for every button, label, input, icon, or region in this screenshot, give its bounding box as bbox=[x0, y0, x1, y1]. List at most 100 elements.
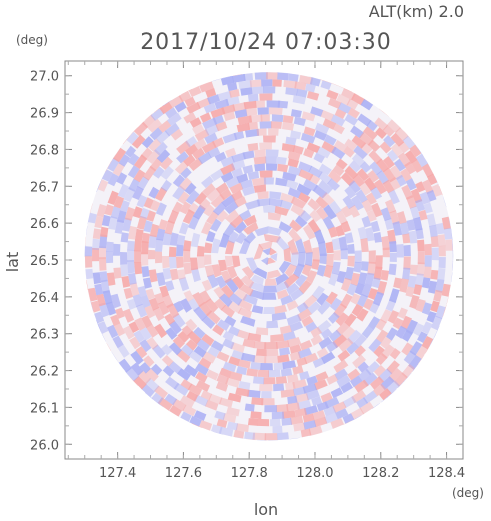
radar-cell bbox=[316, 401, 329, 412]
radar-cell bbox=[231, 255, 241, 268]
radar-cell bbox=[178, 277, 190, 292]
radar-cell bbox=[229, 371, 243, 382]
radar-cell bbox=[421, 163, 434, 178]
radar-cell bbox=[292, 95, 306, 105]
radar-cell bbox=[296, 88, 308, 98]
radar-cell bbox=[234, 221, 247, 234]
radar-cell bbox=[335, 224, 345, 237]
radar-cell bbox=[283, 331, 296, 341]
radar-cell bbox=[306, 270, 318, 284]
radar-cell bbox=[143, 220, 153, 233]
radar-cell bbox=[257, 418, 270, 427]
radar-cell bbox=[269, 198, 283, 207]
radar-cell bbox=[360, 98, 374, 111]
radar-cell bbox=[262, 247, 272, 255]
radar-cell bbox=[154, 323, 168, 339]
radar-cell bbox=[227, 82, 238, 92]
radar-cell bbox=[435, 279, 445, 293]
radar-cell bbox=[240, 315, 256, 327]
radar-cell bbox=[320, 392, 333, 403]
radar-cell bbox=[179, 395, 195, 408]
radar-cell bbox=[361, 283, 372, 298]
radar-cell bbox=[122, 217, 132, 232]
radar-cell bbox=[324, 397, 340, 409]
radar-cell bbox=[335, 321, 350, 336]
radar-cell bbox=[135, 346, 148, 359]
radar-cell bbox=[269, 191, 282, 200]
radar-cell bbox=[333, 359, 349, 373]
radar-cell bbox=[185, 189, 200, 205]
radar-cell bbox=[257, 369, 269, 378]
radar-cell bbox=[141, 266, 150, 278]
radar-cell bbox=[161, 355, 174, 367]
radar-cell bbox=[329, 200, 342, 215]
radar-cell bbox=[279, 325, 292, 335]
radar-cell bbox=[254, 163, 266, 172]
radar-cell bbox=[214, 410, 226, 421]
radar-cell bbox=[107, 173, 119, 187]
radar-cell bbox=[157, 301, 170, 316]
radar-cell bbox=[225, 96, 240, 106]
radar-cell bbox=[193, 345, 207, 358]
radar-cell bbox=[175, 256, 184, 269]
radar-cell bbox=[287, 374, 299, 383]
radar-cell bbox=[270, 418, 281, 427]
radar-cell bbox=[423, 266, 432, 279]
radar-cell bbox=[236, 366, 248, 376]
radar-cell bbox=[385, 298, 397, 312]
radar-cell bbox=[100, 279, 110, 294]
radar-cell bbox=[424, 255, 432, 267]
radar-cell bbox=[225, 147, 237, 158]
radar-cell bbox=[231, 349, 245, 361]
radar-cell bbox=[431, 247, 439, 261]
radar-cell bbox=[363, 298, 374, 311]
radar-cell bbox=[219, 188, 232, 201]
radar-cell bbox=[206, 210, 219, 225]
radar-cell bbox=[243, 100, 257, 110]
radar-cell bbox=[419, 191, 431, 205]
radar-cell bbox=[293, 422, 306, 432]
radar-cell bbox=[351, 135, 367, 149]
radar-cell bbox=[340, 248, 348, 260]
radar-cell bbox=[204, 254, 212, 265]
radar-cell bbox=[287, 187, 302, 199]
radar-cell bbox=[232, 73, 246, 83]
radar-cell bbox=[219, 293, 233, 308]
radar-cell bbox=[359, 182, 372, 196]
radar-cell bbox=[318, 163, 332, 176]
radar-cell bbox=[415, 298, 426, 313]
x-unit-label: (deg) bbox=[452, 486, 484, 500]
radar-cell bbox=[334, 368, 348, 381]
radar-cell bbox=[183, 249, 191, 263]
radar-cell bbox=[180, 167, 192, 179]
radar-cell bbox=[265, 156, 277, 164]
radar-cell bbox=[159, 101, 173, 115]
radar-cell bbox=[365, 192, 377, 205]
radar-cell bbox=[184, 96, 196, 107]
radar-cell bbox=[134, 250, 142, 263]
radar-cell bbox=[392, 317, 404, 330]
radar-cell bbox=[222, 361, 237, 373]
radar-cell bbox=[246, 389, 261, 398]
radar-cell bbox=[264, 405, 277, 413]
radar-cell bbox=[133, 376, 147, 390]
radar-cell bbox=[316, 292, 329, 306]
radar-cell bbox=[98, 257, 107, 271]
radar-cell bbox=[107, 190, 119, 205]
radar-cell bbox=[249, 289, 265, 300]
radar-cell bbox=[154, 187, 168, 202]
radar-cell bbox=[357, 361, 369, 373]
radar-cell bbox=[135, 228, 144, 241]
x-tick-label: 127.8 bbox=[231, 466, 268, 481]
radar-cell bbox=[256, 439, 267, 441]
radar-cell bbox=[263, 233, 282, 243]
radar-cell bbox=[404, 161, 416, 175]
radar-cell bbox=[242, 150, 255, 160]
radar-cell bbox=[400, 315, 412, 330]
radar-cell bbox=[367, 261, 376, 276]
radar-cell bbox=[294, 393, 309, 403]
y-unit-label: (deg) bbox=[16, 33, 48, 47]
radar-cell bbox=[398, 141, 410, 154]
radar-cell bbox=[185, 339, 198, 351]
